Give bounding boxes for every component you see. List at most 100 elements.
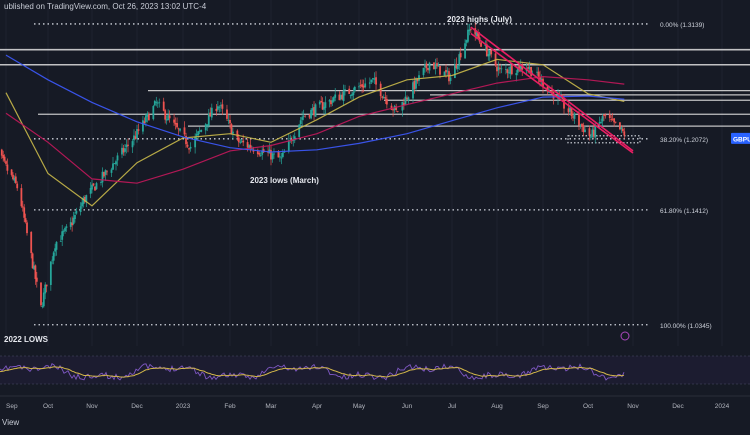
candle-body-72 [134, 136, 137, 139]
candle-body-218 [437, 64, 440, 67]
candle-body-76 [143, 121, 146, 124]
candle-body-105 [204, 124, 207, 131]
candle-body-25 [40, 282, 42, 306]
candle-body-191 [381, 96, 384, 98]
candle-body-43 [74, 215, 76, 220]
candle-body-300 [608, 114, 611, 119]
candle-body-63 [115, 161, 117, 165]
candle-body-35 [59, 240, 62, 242]
candle-body-128 [251, 148, 253, 150]
x-tick-16: 2024 [715, 403, 730, 410]
x-tick-3: Dec [131, 403, 143, 410]
candle-body-9 [6, 164, 9, 171]
candle-body-244 [490, 50, 493, 55]
candle-body-51 [91, 184, 93, 190]
candle-body-242 [487, 54, 490, 57]
candle-body-304 [614, 121, 617, 123]
price-tag-box [731, 132, 750, 144]
candle-body-164 [324, 102, 327, 108]
candle-body-47 [82, 197, 85, 204]
candle-body-266 [537, 71, 540, 78]
fib-label-1: 38.20% (1.2072) [660, 137, 708, 144]
candle-body-108 [209, 112, 212, 117]
candle-body-17 [23, 207, 26, 218]
candle-body-261 [527, 66, 530, 69]
candle-body-16 [21, 206, 24, 208]
candle-body-270 [546, 86, 549, 92]
candle-body-97 [186, 144, 189, 147]
candle-body-33 [54, 248, 56, 252]
candle-body-169 [334, 94, 337, 98]
candle-body-30 [49, 261, 52, 285]
candle-body-10 [10, 169, 13, 175]
x-tick-12: Sep [537, 403, 549, 410]
candle-body-129 [252, 149, 255, 152]
x-tick-11: Aug [491, 403, 503, 410]
candle-body-36 [61, 231, 64, 240]
candle-body-284 [573, 113, 576, 119]
candle-body-283 [572, 116, 574, 118]
x-tick-4: 2023 [176, 403, 191, 410]
candle-body-127 [249, 144, 252, 149]
candle-body-11 [12, 174, 14, 180]
candle-body-54 [95, 183, 98, 190]
candle-body-254 [510, 65, 513, 75]
candle-body-40 [69, 222, 72, 227]
candle-body-152 [301, 117, 304, 120]
candle-body-293 [592, 129, 595, 137]
candle-body-214 [428, 62, 431, 71]
candle-body-277 [560, 96, 562, 98]
candle-body-39 [65, 226, 68, 228]
candle-body-131 [258, 153, 261, 155]
candle-body-100 [194, 137, 197, 148]
annotation-0: 2023 highs (July) [447, 15, 512, 24]
candle-body-27 [42, 292, 45, 307]
candle-body-263 [530, 67, 533, 76]
candle-body-192 [382, 96, 385, 99]
candle-body-130 [256, 151, 259, 155]
horizontal-levels [0, 48, 750, 127]
rsi-band [0, 356, 750, 384]
candle-body-85 [162, 101, 165, 111]
candle-body-64 [116, 155, 119, 161]
candle-body-160 [318, 101, 321, 105]
footer-label: View [2, 418, 20, 427]
candle-body-204 [407, 97, 410, 101]
candle-body-175 [348, 88, 351, 94]
candle-body-41 [71, 222, 74, 226]
candle-body-157 [311, 108, 314, 111]
candle-body-181 [359, 85, 362, 86]
candle-body-52 [92, 183, 95, 186]
candle-body-206 [413, 80, 416, 90]
candle-body-53 [94, 186, 96, 191]
candle-body-79 [147, 114, 150, 121]
candle-body-265 [536, 71, 538, 73]
candle-body-117 [229, 119, 231, 124]
candle-body-138 [271, 153, 274, 160]
candle-body-168 [332, 97, 335, 102]
fib-label-3: 100.00% (1.0345) [660, 323, 712, 330]
candle-body-28 [44, 284, 47, 294]
candle-body-193 [384, 97, 387, 99]
candle-body-153 [302, 116, 305, 117]
candle-body-26 [41, 306, 44, 307]
candle-body-45 [79, 206, 82, 213]
candle-body-215 [433, 62, 435, 70]
rsi-panel[interactable] [0, 346, 750, 395]
candle-body-247 [497, 67, 500, 71]
candle-body-66 [122, 148, 125, 153]
price-grid [5, 0, 723, 395]
candle-body-298 [603, 114, 605, 116]
candle-body-94 [179, 128, 181, 131]
candle-body-219 [439, 65, 441, 75]
candle-body-133 [261, 150, 264, 155]
candle-body-194 [385, 98, 388, 105]
candle-body-65 [121, 147, 123, 155]
candle-body-174 [344, 89, 346, 91]
candle-body-21 [31, 253, 34, 269]
annotation-1: 2023 lows (March) [250, 176, 319, 185]
candle-body-281 [569, 107, 571, 112]
candle-body-230 [464, 43, 466, 59]
